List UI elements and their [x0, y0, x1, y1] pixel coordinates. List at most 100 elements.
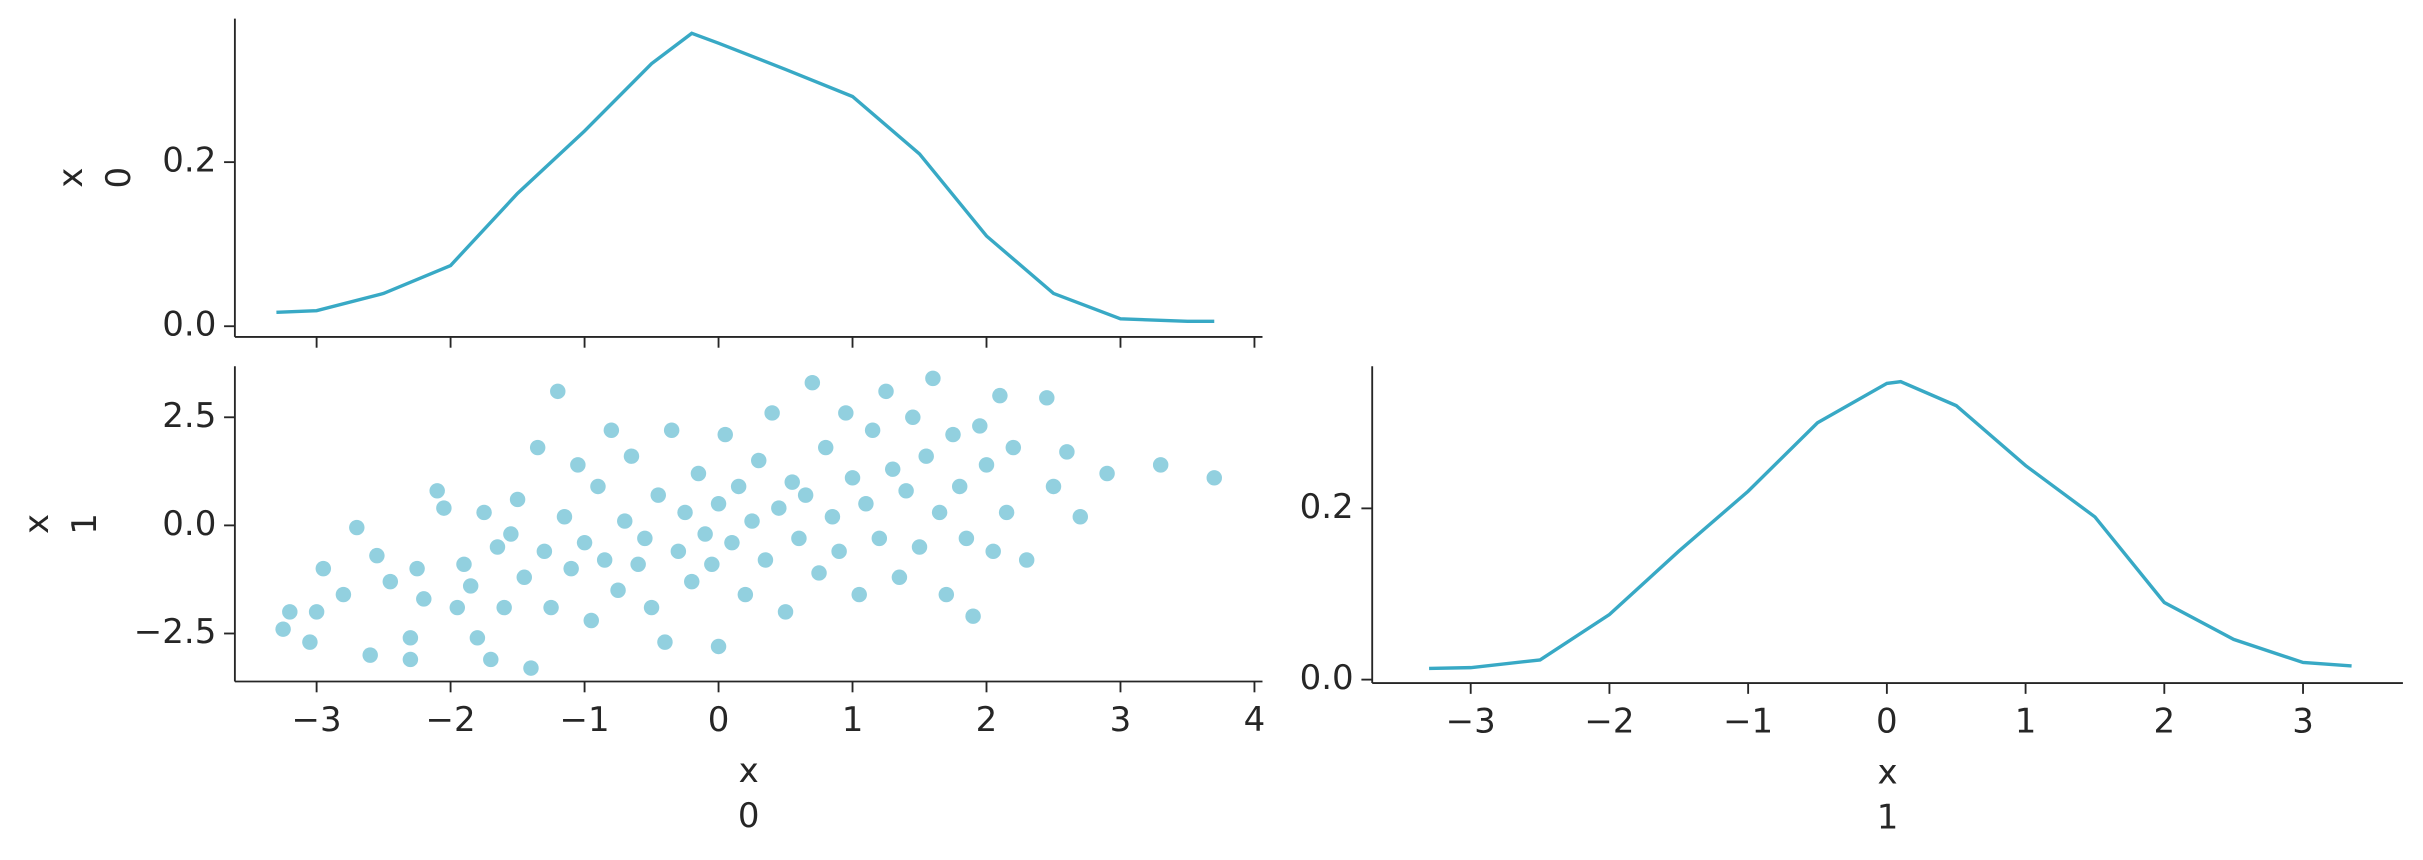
- scatter-point: [496, 599, 512, 616]
- scatter-point: [282, 604, 298, 620]
- x-tick-label: 3: [2292, 702, 2314, 742]
- y-tick-label: 0.2: [162, 141, 216, 181]
- scatter-point: [409, 560, 425, 577]
- scatter-point: [791, 530, 807, 547]
- scatter-point: [911, 539, 928, 555]
- scatter-point: [369, 547, 385, 564]
- scatter-point: [844, 470, 861, 486]
- scatter-point: [657, 634, 673, 650]
- scatter-point: [570, 457, 586, 473]
- scatter-point: [349, 519, 365, 536]
- x-tick-label: −3: [1446, 702, 1496, 742]
- scatter-point: [670, 543, 687, 560]
- scatter-point: [764, 405, 780, 421]
- x-axis-label: x: [1877, 753, 1897, 793]
- scatter-point: [550, 383, 566, 400]
- scatter-point: [469, 630, 486, 646]
- scatter-point: [898, 483, 914, 499]
- y-tick-label: 0.0: [162, 305, 216, 345]
- scatter-point: [925, 370, 941, 387]
- scatter-point: [891, 569, 908, 586]
- scatter-point: [918, 448, 934, 464]
- scatter-point: [476, 504, 492, 521]
- y-axis-label: x: [17, 514, 57, 534]
- scatter-point: [851, 586, 867, 603]
- scatter-point: [429, 483, 445, 499]
- x-tick-label: 0: [708, 700, 730, 740]
- x-tick-label: −1: [560, 700, 610, 740]
- scatter-point: [998, 504, 1015, 521]
- scatter-point: [717, 426, 733, 443]
- scatter-point: [556, 509, 573, 525]
- scatter-point: [576, 534, 593, 551]
- scatter-point: [864, 422, 881, 438]
- scatter-point: [543, 599, 559, 616]
- y-tick-label: −2.5: [134, 612, 217, 652]
- scatter-point: [1039, 390, 1055, 406]
- scatter-point: [1059, 444, 1075, 460]
- y-axis-label: 0: [99, 167, 139, 189]
- scatter-point: [730, 478, 747, 495]
- scatter-point: [523, 660, 539, 676]
- scatter-point: [583, 612, 599, 629]
- y-tick-label: 0.0: [1300, 658, 1354, 698]
- scatter-point: [529, 439, 546, 456]
- scatter-point: [884, 461, 901, 477]
- scatter-point: [315, 560, 332, 577]
- scatter-point: [456, 556, 472, 573]
- x-axis-label: 0: [738, 796, 760, 836]
- scatter-point: [643, 599, 660, 616]
- y-tick-label: 2.5: [162, 396, 216, 436]
- scatter-point: [402, 651, 419, 668]
- density-line: [276, 31, 1215, 324]
- scatter-point: [630, 556, 646, 573]
- scatter-point: [905, 409, 921, 426]
- scatter-point: [858, 496, 874, 512]
- scatter-point: [677, 504, 693, 521]
- scatter-point: [302, 634, 318, 650]
- scatter-point: [610, 582, 626, 598]
- x-tick-label: 3: [1110, 700, 1132, 740]
- scatter-point: [1099, 465, 1115, 482]
- scatter-point: [945, 426, 961, 443]
- scatter-point: [650, 487, 666, 503]
- x-tick-label: −1: [1723, 702, 1773, 742]
- scatter-point: [617, 513, 633, 529]
- scatter-point: [483, 651, 499, 668]
- scatter-point: [382, 573, 399, 590]
- scatter-point: [416, 591, 432, 607]
- scatter-point: [563, 560, 579, 577]
- scatter-point: [509, 491, 526, 508]
- scatter-point: [690, 465, 707, 482]
- scatter-point: [516, 569, 533, 586]
- y-axis-label: x: [51, 168, 91, 188]
- scatter-point: [462, 578, 479, 594]
- scatter-point: [985, 543, 1001, 560]
- scatter-point: [878, 383, 894, 400]
- scatter-point: [1018, 552, 1035, 568]
- scatter-point: [335, 586, 352, 603]
- scatter-point: [710, 638, 727, 655]
- scatter-point: [663, 422, 680, 438]
- x-tick-label: 1: [2015, 702, 2037, 742]
- scatter-point: [1005, 439, 1022, 456]
- scatter-point: [402, 630, 419, 646]
- y-tick-label: 0.0: [162, 504, 216, 544]
- scatter-point: [965, 608, 981, 624]
- x-tick-label: 1: [842, 700, 864, 740]
- y-axis-label: 1: [65, 513, 105, 535]
- scatter-point: [275, 621, 291, 637]
- scatter-point: [784, 474, 800, 490]
- scatter-point: [1206, 470, 1222, 486]
- scatter-point: [958, 530, 975, 547]
- x-tick-label: 2: [2153, 702, 2175, 742]
- scatter-point: [1072, 509, 1089, 525]
- y-tick-label: 0.2: [1300, 487, 1354, 527]
- scatter-point: [436, 500, 452, 516]
- scatter-point: [978, 457, 995, 473]
- scatter-point: [710, 496, 727, 512]
- scatter-point: [623, 448, 640, 464]
- scatter-point: [1152, 457, 1169, 473]
